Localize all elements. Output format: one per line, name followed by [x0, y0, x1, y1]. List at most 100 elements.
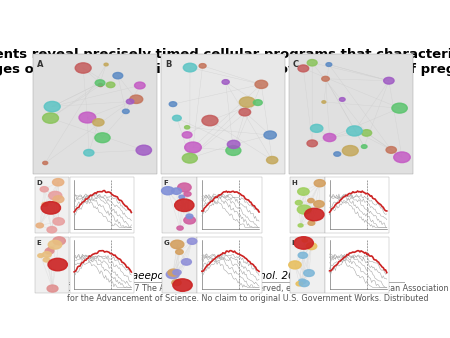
Circle shape: [255, 80, 268, 89]
Circle shape: [53, 218, 64, 225]
Circle shape: [47, 285, 58, 292]
Circle shape: [173, 279, 192, 291]
Circle shape: [36, 223, 44, 228]
Circle shape: [53, 196, 64, 203]
Circle shape: [384, 77, 394, 84]
Text: Copyright © 2017 The Authors, some rights reserved, exclusive licensee American : Copyright © 2017 The Authors, some right…: [67, 284, 448, 303]
FancyBboxPatch shape: [69, 237, 134, 293]
Circle shape: [126, 99, 134, 104]
Circle shape: [184, 142, 201, 153]
Circle shape: [40, 187, 48, 192]
FancyBboxPatch shape: [69, 177, 134, 233]
Circle shape: [266, 156, 278, 164]
Circle shape: [168, 269, 179, 276]
Circle shape: [199, 64, 206, 68]
Circle shape: [181, 259, 191, 265]
Circle shape: [182, 153, 198, 163]
Circle shape: [184, 192, 191, 196]
FancyBboxPatch shape: [162, 177, 197, 233]
Circle shape: [298, 224, 303, 227]
Circle shape: [42, 202, 48, 206]
Circle shape: [95, 80, 105, 86]
Circle shape: [43, 258, 50, 262]
Circle shape: [106, 82, 115, 88]
Circle shape: [169, 102, 177, 106]
Circle shape: [184, 126, 190, 129]
Text: A: A: [37, 60, 44, 69]
Circle shape: [41, 201, 60, 214]
Circle shape: [43, 113, 58, 123]
Circle shape: [172, 115, 181, 121]
Circle shape: [48, 258, 68, 271]
Circle shape: [43, 161, 48, 165]
Circle shape: [173, 270, 181, 275]
FancyBboxPatch shape: [289, 54, 413, 174]
Circle shape: [298, 252, 307, 258]
FancyBboxPatch shape: [325, 237, 390, 293]
FancyBboxPatch shape: [325, 177, 390, 233]
Text: G: G: [164, 240, 170, 246]
Circle shape: [308, 198, 314, 203]
Circle shape: [183, 63, 197, 72]
Circle shape: [386, 147, 396, 153]
Circle shape: [294, 237, 313, 249]
Circle shape: [113, 72, 123, 79]
Circle shape: [392, 103, 407, 113]
FancyBboxPatch shape: [197, 177, 262, 233]
Circle shape: [84, 149, 94, 156]
Circle shape: [53, 178, 64, 186]
Circle shape: [307, 140, 317, 147]
Circle shape: [322, 76, 329, 81]
Circle shape: [295, 200, 302, 205]
Circle shape: [322, 101, 326, 103]
Circle shape: [104, 63, 108, 66]
Text: Nima Aghaeepour et al. Sci. Immunol. 2017;2:eaan2946: Nima Aghaeepour et al. Sci. Immunol. 201…: [81, 271, 374, 281]
Circle shape: [239, 108, 251, 116]
Circle shape: [326, 63, 332, 67]
Circle shape: [253, 100, 262, 105]
Circle shape: [298, 188, 309, 195]
Circle shape: [202, 115, 218, 126]
Circle shape: [49, 191, 62, 200]
Text: E: E: [36, 240, 41, 246]
Circle shape: [182, 132, 192, 138]
Circle shape: [75, 63, 91, 73]
Circle shape: [166, 270, 179, 279]
Circle shape: [45, 248, 54, 254]
Circle shape: [305, 208, 324, 221]
Circle shape: [135, 82, 145, 89]
Circle shape: [95, 133, 110, 143]
Circle shape: [122, 109, 129, 114]
Circle shape: [48, 240, 62, 249]
Circle shape: [47, 226, 57, 233]
Circle shape: [172, 280, 181, 286]
Circle shape: [298, 65, 309, 72]
Circle shape: [314, 179, 325, 187]
Circle shape: [184, 216, 195, 224]
Circle shape: [346, 126, 362, 136]
Circle shape: [304, 270, 314, 276]
Circle shape: [361, 145, 367, 148]
Text: F: F: [164, 180, 169, 186]
Circle shape: [310, 124, 323, 132]
Circle shape: [306, 243, 317, 249]
Text: H: H: [292, 180, 297, 186]
Circle shape: [324, 134, 336, 142]
Circle shape: [239, 97, 255, 107]
Text: C: C: [293, 60, 299, 69]
FancyBboxPatch shape: [290, 177, 324, 233]
Circle shape: [362, 130, 372, 136]
FancyBboxPatch shape: [161, 54, 285, 174]
Circle shape: [394, 152, 410, 163]
FancyBboxPatch shape: [162, 237, 197, 293]
Circle shape: [308, 221, 315, 225]
Circle shape: [307, 59, 317, 66]
Circle shape: [179, 195, 184, 199]
FancyBboxPatch shape: [35, 237, 69, 293]
Circle shape: [302, 239, 307, 242]
FancyBboxPatch shape: [35, 177, 69, 233]
Circle shape: [42, 251, 51, 257]
Circle shape: [334, 152, 341, 156]
Circle shape: [171, 240, 184, 249]
Circle shape: [186, 214, 193, 218]
